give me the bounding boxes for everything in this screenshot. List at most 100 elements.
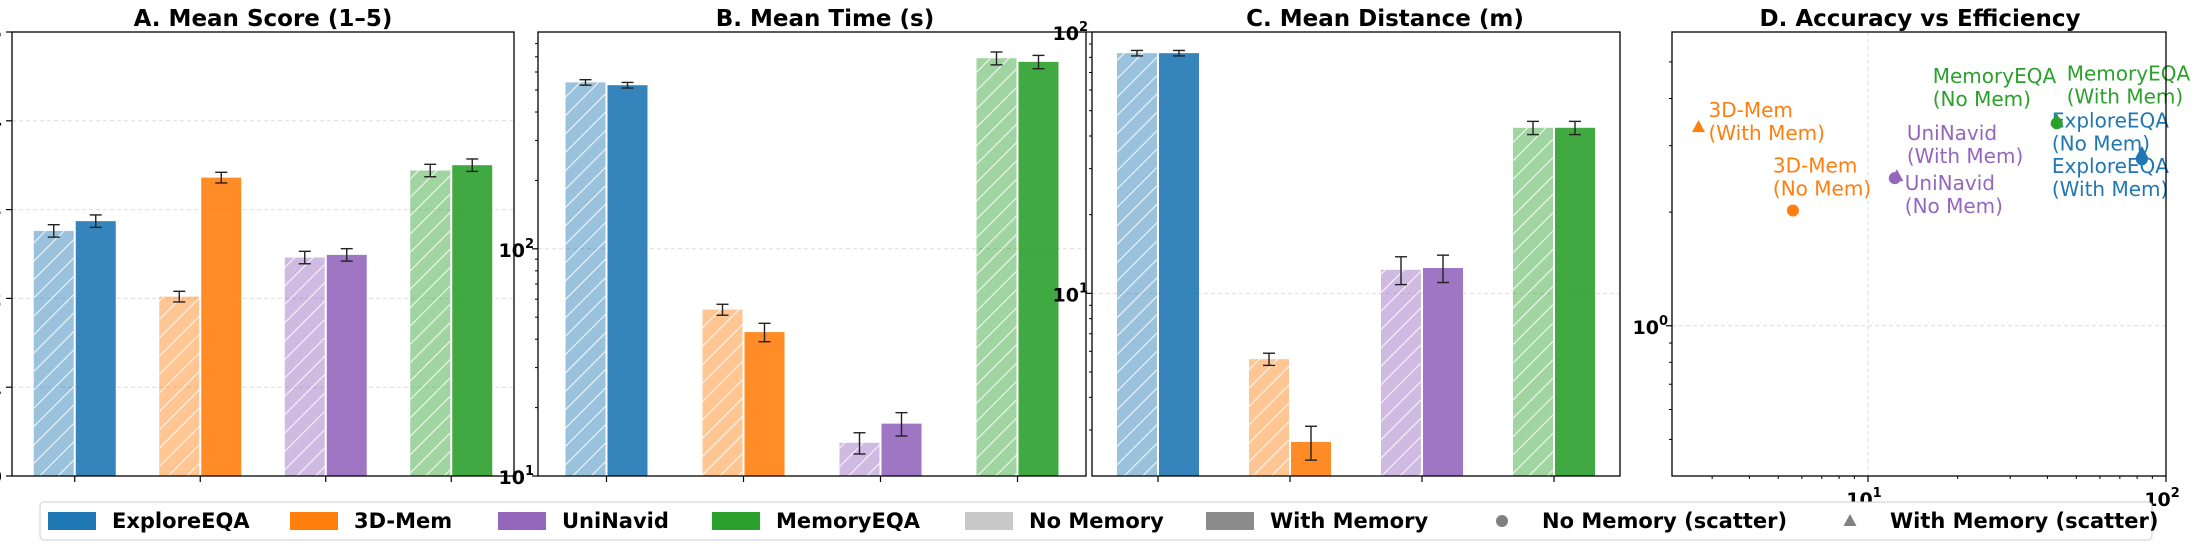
panel-d-title: D. Accuracy vs Efficiency: [1760, 6, 2081, 32]
panel-d-point-uninavid-with-memory: [1890, 169, 1904, 182]
legend-label: With Memory (scatter): [1890, 509, 2158, 533]
panel-b-errorbar-uninavid-no-memory: [853, 432, 866, 455]
panel-a-bar-3d-mem-no-memory: [159, 296, 200, 476]
panel-d-point-memoryeqa-with-memory: [2050, 113, 2064, 126]
legend-swatch: [1206, 512, 1254, 530]
panel-a-ytick-label: 5: [0, 22, 2, 44]
panel-d-label-exploreeqa-no-memory: ExploreEQA (No Mem): [2052, 108, 2169, 155]
legend-label: No Memory: [1029, 509, 1164, 533]
panel-c-errorbar-exploreeqa-with-memory: [1173, 49, 1185, 57]
panel-c-errorbar-3d-mem-with-memory: [1305, 425, 1317, 461]
panel-a-bar-memoryeqa-with-memory: [452, 165, 493, 476]
panel-b-errorbar-memoryeqa-no-memory: [990, 51, 1003, 66]
panel-c-frame: [1091, 31, 1621, 477]
panel-c-bar-exploreeqa-no-memory: [1117, 53, 1157, 477]
panel-d-label-exploreeqa-with-memory: ExploreEQA (With Mem): [2052, 154, 2169, 201]
panel-d-point-3d-mem-no-memory: [1786, 204, 1799, 217]
panel-b-bar-exploreeqa-no-memory: [565, 82, 606, 476]
panel-c-errorbar-3d-mem-no-memory: [1263, 352, 1275, 367]
panel-d-frame: [1671, 31, 2167, 477]
panel-b-bar-exploreeqa-with-memory: [607, 85, 648, 477]
panel-a-bar-uninavid-no-memory: [284, 257, 325, 476]
legend-item-with-memory-scatter: With Memory (scatter): [1843, 509, 2158, 533]
panel-c-errorbar-memoryeqa-with-memory: [1569, 120, 1581, 136]
panel-d-label-3d-mem-no-memory: 3D-Mem (No Mem): [1773, 153, 1871, 200]
legend-label: UniNavid: [562, 509, 669, 533]
panel-c-title: C. Mean Distance (m): [1246, 6, 1524, 32]
legend-marker-circle: [1496, 515, 1508, 527]
panel-b-bar-memoryeqa-with-memory: [1018, 61, 1059, 477]
panel-c-bar-uninavid-with-memory: [1423, 268, 1463, 476]
panel-b-bar-3d-mem-with-memory: [744, 332, 785, 476]
panel-a-errorbar-memoryeqa-no-memory: [424, 163, 437, 178]
panel-c-errorbar-uninavid-with-memory: [1437, 254, 1449, 284]
legend-swatch: [48, 512, 96, 530]
legend-item-no-memory: No Memory: [965, 509, 1164, 533]
panel-c-bar-uninavid-no-memory: [1381, 269, 1421, 476]
panel-c-bar-memoryeqa-no-memory: [1513, 127, 1553, 477]
panel-a-bar-uninavid-with-memory: [326, 254, 367, 476]
panel-a-ytick-label: 1: [0, 377, 2, 399]
panel-a-errorbar-uninavid-no-memory: [298, 250, 311, 265]
panel-c-errorbar-memoryeqa-no-memory: [1527, 120, 1539, 136]
panel-a-ytick-label: 3: [0, 200, 2, 222]
panel-b-frame: [537, 31, 1087, 477]
panel-b-ytick-label: 102: [499, 237, 535, 262]
panel-c-ytick-label: 101: [1053, 281, 1089, 306]
legend-swatch: [290, 512, 338, 530]
panel-a-ytick-label: 4: [0, 111, 2, 133]
panel-a-bar-memoryeqa-no-memory: [410, 170, 451, 476]
panel-b-errorbar-exploreeqa-no-memory: [579, 79, 592, 86]
panel-b-bar-memoryeqa-no-memory: [976, 58, 1017, 476]
panel-b-bar-3d-mem-no-memory: [702, 309, 743, 476]
panel-b-errorbar-3d-mem-with-memory: [758, 322, 771, 343]
panel-c-errorbar-exploreeqa-no-memory: [1131, 49, 1143, 57]
panel-b-errorbar-exploreeqa-with-memory: [621, 81, 634, 89]
panel-c-bar-3d-mem-no-memory: [1249, 359, 1289, 476]
legend-marker-triangle: [1843, 514, 1857, 526]
panel-d-point-3d-mem-with-memory: [1692, 120, 1706, 133]
panel-d-ytick-label: 100: [1633, 314, 1669, 339]
panel-a-ytick-label: 2: [0, 288, 2, 310]
legend-label: No Memory (scatter): [1542, 509, 1787, 533]
panel-d-label-3d-mem-with-memory: 3D-Mem (With Mem): [1709, 98, 1825, 145]
panel-d-label-memoryeqa-with-memory: MemoryEQA (With Mem): [2067, 61, 2191, 108]
panel-c-ytick-label: 102: [1053, 20, 1089, 45]
panel-d-label-uninavid-with-memory: UniNavid (With Mem): [1907, 121, 2023, 168]
panel-a-bar-3d-mem-with-memory: [201, 177, 242, 476]
panel-a-title: A. Mean Score (1–5): [134, 6, 393, 32]
panel-b-errorbar-uninavid-with-memory: [895, 411, 908, 437]
panel-a-errorbar-3d-mem-with-memory: [215, 171, 228, 184]
panel-a-bar-exploreeqa-no-memory: [33, 230, 74, 476]
panel-b-errorbar-memoryeqa-with-memory: [1032, 54, 1045, 70]
panel-b-errorbar-3d-mem-no-memory: [716, 303, 729, 316]
panel-a-errorbar-exploreeqa-no-memory: [47, 223, 60, 238]
panel-c-bar-memoryeqa-with-memory: [1555, 127, 1595, 477]
panel-d-label-memoryeqa-no-memory: MemoryEQA (No Mem): [1933, 64, 2057, 111]
legend-label: MemoryEQA: [776, 509, 921, 533]
panel-b-title: B. Mean Time (s): [716, 6, 935, 32]
panel-a-errorbar-memoryeqa-with-memory: [466, 158, 479, 173]
panel-a-errorbar-3d-mem-no-memory: [173, 290, 186, 303]
panel-a-frame: [11, 31, 515, 477]
panel-a-ytick-label: 0: [0, 466, 2, 488]
panel-a-errorbar-uninavid-with-memory: [340, 247, 353, 262]
panel-a-bar-exploreeqa-with-memory: [75, 221, 116, 476]
panel-a-errorbar-exploreeqa-with-memory: [89, 214, 102, 229]
legend-label: 3D-Mem: [354, 509, 452, 533]
legend-box: [39, 501, 2153, 541]
legend-label: With Memory: [1270, 509, 1428, 533]
panel-d-label-uninavid-no-memory: UniNavid (No Mem): [1905, 171, 2003, 218]
legend-item-3d-mem: 3D-Mem: [290, 509, 452, 533]
panel-d-point-exploreeqa-with-memory: [2135, 145, 2149, 158]
panel-b-ytick-label: 101: [499, 464, 535, 489]
legend-item-memoryeqa: MemoryEQA: [712, 509, 921, 533]
legend-swatch: [712, 512, 760, 530]
legend-label: ExploreEQA: [112, 509, 250, 533]
panel-c-bar-exploreeqa-with-memory: [1159, 53, 1199, 477]
legend-item-exploreeqa: ExploreEQA: [48, 509, 250, 533]
legend-swatch: [498, 512, 546, 530]
panel-c-errorbar-uninavid-no-memory: [1395, 256, 1407, 286]
legend-item-uninavid: UniNavid: [498, 509, 669, 533]
